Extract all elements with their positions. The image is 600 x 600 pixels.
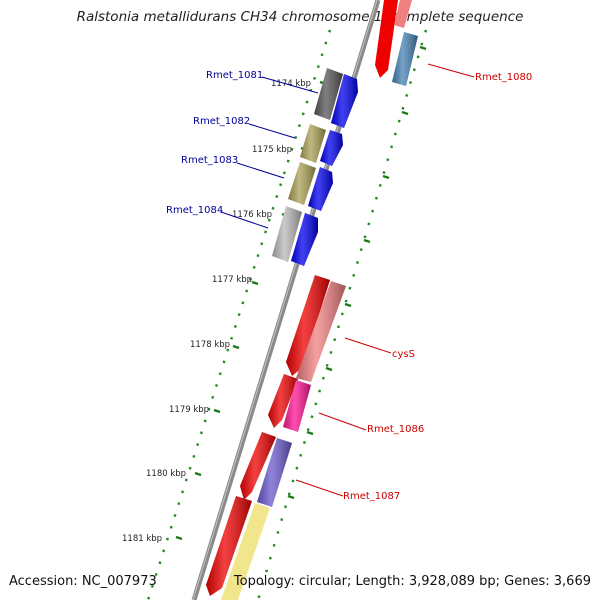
leader-rmet1084 [220,211,269,229]
gene-shade-1 [331,74,358,128]
tick-1178 [232,344,240,350]
topology-label: Topology: circular; Length: 3,928,089 bp… [233,574,591,589]
tick-label-1181: 1181 kbp [122,534,162,544]
tick-1177 [251,280,259,286]
gene-arrow-rmet1080[interactable] [375,0,398,78]
cog-shade-2 [300,124,326,163]
tick-label-1179: 1179 kbp [169,405,209,415]
tick-1180 [194,471,202,477]
fcog-shade-3 [283,380,311,432]
leader-rmet1087 [295,479,344,497]
tick-1179 [213,408,221,414]
cog-shade-3 [288,162,316,205]
fcog-shade-4 [257,438,292,507]
gene-shade-4 [291,213,318,266]
fcog-shade-1 [392,32,418,86]
gene-shade-2 [320,130,343,166]
reverse-cog-blocks [272,68,343,262]
leader-rmet1082 [248,123,296,139]
inner-tick-3 [382,174,390,180]
leader-rmet1080 [427,63,475,78]
gene-shade-3 [308,167,333,211]
gene-label-cyss[interactable]: cysS [392,349,415,360]
gene-label-rmet1083[interactable]: Rmet_1083 [181,155,238,166]
inner-tick-7 [306,430,314,436]
cog-block-yellow [221,503,270,600]
fcog-shade-2 [296,281,346,382]
gene-label-rmet1087[interactable]: Rmet_1087 [343,491,400,502]
tick-1181 [175,535,183,541]
gene-label-rmet1086[interactable]: Rmet_1086 [367,424,424,435]
tick-label-1178: 1178 kbp [190,340,230,350]
leader-rmet1081 [261,76,319,94]
reverse-genes [291,74,358,266]
inner-tick-6 [325,366,333,372]
gene-label-rmet1081[interactable]: Rmet_1081 [206,70,263,81]
cog-block-top-pink [394,0,412,28]
leader-lines [220,63,475,497]
cog-shade-4 [272,206,302,262]
inner-tick-5 [344,302,352,308]
accession-label: Accession: NC_007973 [9,574,157,589]
fgene-shade-3 [240,432,276,500]
gene-label-rmet1084[interactable]: Rmet_1084 [166,205,223,216]
inner-tick-8 [287,494,295,500]
fgene-shade-2 [268,374,298,428]
map-title: Ralstonia metallidurans CH34 chromosome … [76,9,524,25]
leader-rmet1086 [318,412,367,431]
tick-label-1180: 1180 kbp [146,469,186,479]
leader-cyss [344,337,392,354]
tick-label-1174: 1174 kbp [271,79,311,89]
forward-genes [206,0,398,596]
leader-rmet1083 [236,162,285,179]
tick-label-1177: 1177 kbp [212,275,252,285]
cog-shade-1 [314,68,343,120]
inner-dotted-ring [256,29,428,600]
outer-dotted-ring [146,29,332,600]
tick-label-1176: 1176 kbp [232,210,272,220]
fgene-shade-1 [286,275,330,376]
forward-cog-blocks [221,0,418,600]
inner-tick-1 [419,45,427,51]
gene-label-rmet1080[interactable]: Rmet_1080 [475,72,532,83]
fgene-shade-4 [206,496,252,596]
inner-tick-4 [363,238,371,244]
inner-tick-2 [401,110,409,116]
gene-label-rmet1082[interactable]: Rmet_1082 [193,116,250,127]
tick-label-1175: 1175 kbp [252,145,292,155]
